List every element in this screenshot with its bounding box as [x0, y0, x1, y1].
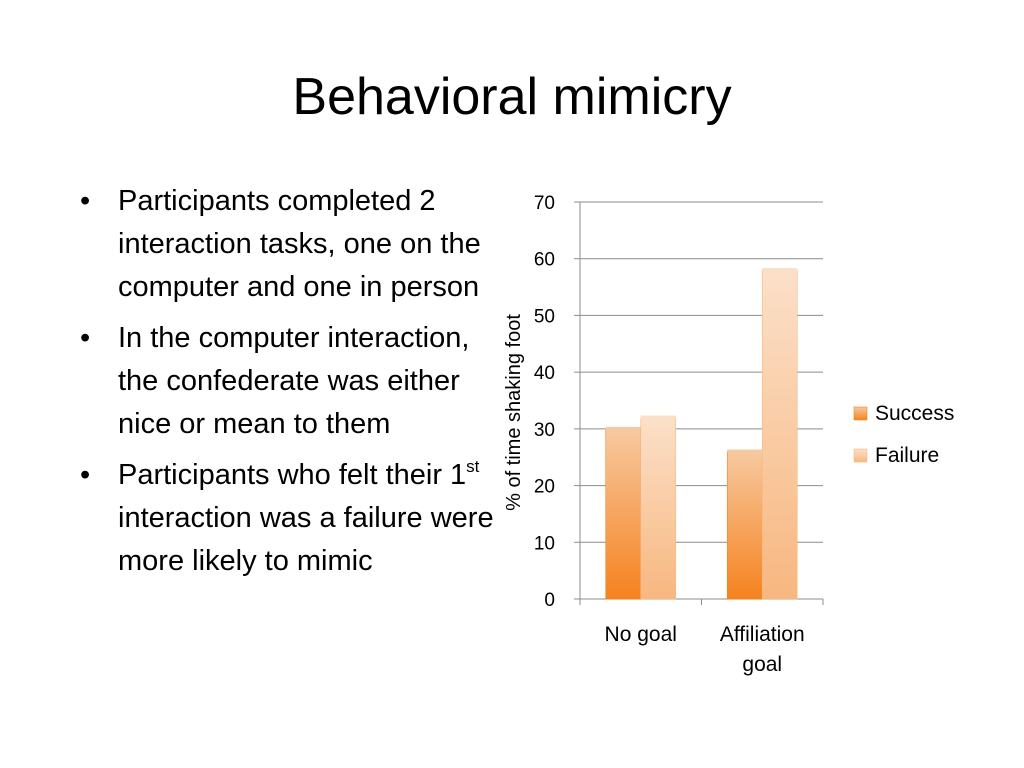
slide-title: Behavioral mimicry [292, 68, 732, 126]
x-tick-label: goal [742, 653, 782, 676]
bar [605, 428, 642, 600]
y-tick-label: 20 [534, 477, 555, 498]
bar-top-cap [762, 268, 798, 272]
bullet-text: Participants completed 2 interaction tas… [118, 185, 481, 303]
x-tick-label: No goal [605, 623, 677, 646]
y-tick-label: 10 [534, 533, 555, 554]
bullet-text: Participants who felt their 1st interact… [118, 457, 494, 577]
bullet-text: In the computer interaction, the confede… [118, 322, 470, 440]
bullet-marker: • [80, 459, 91, 491]
legend-label: Failure [875, 444, 939, 467]
bullet-marker: • [80, 322, 91, 354]
legend-swatch [853, 448, 868, 463]
bar-chart: 0 10 20 30 40 50 60 70 No goal Affiliation goal % o… [503, 193, 954, 676]
bar [761, 269, 798, 600]
y-tick-label: 30 [534, 420, 555, 441]
bar [640, 417, 677, 600]
bullet-marker: • [80, 185, 91, 217]
legend-swatch [853, 406, 868, 421]
legend-label: Success [875, 402, 954, 425]
x-tick-label: Affiliation [720, 623, 805, 646]
y-tick-label: 70 [534, 193, 555, 214]
bar-top-cap [640, 415, 676, 419]
bullet-item: • Participants who felt their 1st intera… [72, 454, 512, 583]
bullet-item: • In the computer interaction, the confe… [72, 317, 512, 446]
y-tick-label: 0 [544, 590, 555, 611]
y-tick-label: 40 [534, 363, 555, 384]
bullet-list: • Participants completed 2 interaction t… [72, 180, 512, 591]
y-tick-label: 50 [534, 306, 555, 327]
bar [726, 451, 763, 600]
bar-top-cap [727, 449, 763, 453]
bullet-text-start: Participants who felt their 1 [118, 459, 467, 491]
y-tick-label: 60 [534, 250, 555, 271]
bullet-item: • Participants completed 2 interaction t… [72, 180, 512, 309]
bar-top-cap [605, 426, 641, 430]
y-axis-title: % of time shaking foot [503, 314, 525, 511]
bullet-text-end: interaction was a failure were more like… [118, 502, 494, 577]
ordinal-superscript: st [466, 457, 480, 476]
